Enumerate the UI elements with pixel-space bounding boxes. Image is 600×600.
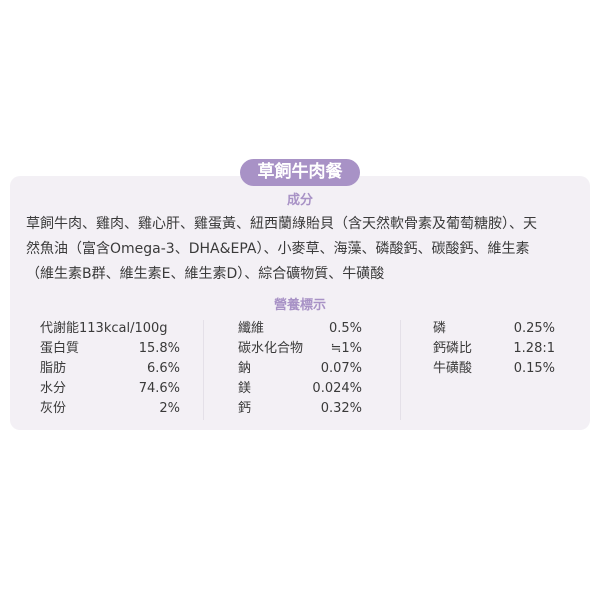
nutrition-row: 鈣 0.32% bbox=[238, 399, 362, 419]
nutrient-label: 磷 bbox=[433, 321, 447, 336]
nutrition-column-3: 磷 0.25% 鈣磷比 1.28:1 牛磺酸 0.15% bbox=[433, 319, 555, 379]
nutrient-value: 74.6% bbox=[138, 381, 180, 396]
nutrition-row: 蛋白質 15.8% bbox=[40, 339, 180, 359]
nutrition-column-2: 纖維 0.5% 碳水化合物 ≒1% 鈉 0.07% 鎂 0.024% 鈣 0.32% bbox=[238, 319, 362, 419]
ingredients-line: 然魚油（富含Omega-3、DHA&EPA）、小麥草、海藻、磷酸鈣、碳酸鈣、維生… bbox=[26, 241, 530, 257]
nutrient-label: 灰份 bbox=[40, 401, 67, 416]
nutrient-value: 0.024% bbox=[312, 381, 362, 396]
nutrient-label: 鈣 bbox=[238, 401, 252, 416]
nutrient-value: 0.25% bbox=[513, 321, 555, 336]
ingredients-text: 草飼牛肉、雞肉、雞心肝、雞蛋黃、紐西蘭綠貽貝（含天然軟骨素及葡萄糖胺）、天 然魚… bbox=[26, 212, 582, 287]
nutrient-value: 6.6% bbox=[146, 361, 180, 376]
nutrient-label: 水分 bbox=[40, 381, 67, 396]
nutrient-value: ≒1% bbox=[330, 341, 362, 356]
product-title: 草飼牛肉餐 bbox=[240, 159, 360, 186]
nutrition-row: 灰份 2% bbox=[40, 399, 180, 419]
nutrient-value: 0.07% bbox=[320, 361, 362, 376]
nutrition-row: 纖維 0.5% bbox=[238, 319, 362, 339]
nutrition-row: 磷 0.25% bbox=[433, 319, 555, 339]
nutrition-row: 牛磺酸 0.15% bbox=[433, 359, 555, 379]
nutrition-row: 脂肪 6.6% bbox=[40, 359, 180, 379]
nutrient-value: 0.15% bbox=[513, 361, 555, 376]
nutrient-label: 鈣磷比 bbox=[433, 341, 473, 356]
ingredients-line: 草飼牛肉、雞肉、雞心肝、雞蛋黃、紐西蘭綠貽貝（含天然軟骨素及葡萄糖胺）、天 bbox=[26, 216, 537, 232]
nutrient-value: 0.5% bbox=[328, 321, 362, 336]
nutrition-row: 水分 74.6% bbox=[40, 379, 180, 399]
nutrient-label: 蛋白質 bbox=[40, 341, 80, 356]
nutrient-value: 1.28:1 bbox=[513, 341, 555, 356]
nutrient-value: 15.8% bbox=[138, 341, 180, 356]
nutrient-label: 鈉 bbox=[238, 361, 252, 376]
nutrient-label: 纖維 bbox=[238, 321, 265, 336]
ingredients-heading: 成分 bbox=[286, 193, 313, 208]
nutrition-row: 代謝能113kcal/100g bbox=[40, 319, 180, 339]
nutrition-row: 鈉 0.07% bbox=[238, 359, 362, 379]
nutrition-heading: 營養標示 bbox=[273, 298, 326, 313]
nutrient-value: 2% bbox=[159, 401, 180, 416]
nutrition-column-1: 代謝能113kcal/100g 蛋白質 15.8% 脂肪 6.6% 水分 74.6% 灰份 2% bbox=[40, 319, 180, 419]
column-divider bbox=[400, 320, 401, 420]
nutrient-value: 0.32% bbox=[320, 401, 362, 416]
nutrient-label: 碳水化合物 bbox=[238, 341, 304, 356]
nutrition-row: 鎂 0.024% bbox=[238, 379, 362, 399]
column-divider bbox=[203, 320, 204, 420]
nutrient-label: 鎂 bbox=[238, 381, 252, 396]
ingredients-line: （維生素B群、維生素E、維生素D）、綜合礦物質、牛磺酸 bbox=[26, 266, 385, 282]
nutrient-label: 代謝能113kcal/100g bbox=[40, 321, 168, 336]
info-card bbox=[10, 176, 590, 430]
nutrient-label: 脂肪 bbox=[40, 361, 67, 376]
nutrition-row: 鈣磷比 1.28:1 bbox=[433, 339, 555, 359]
nutrient-label: 牛磺酸 bbox=[433, 361, 473, 376]
nutrition-row: 碳水化合物 ≒1% bbox=[238, 339, 362, 359]
